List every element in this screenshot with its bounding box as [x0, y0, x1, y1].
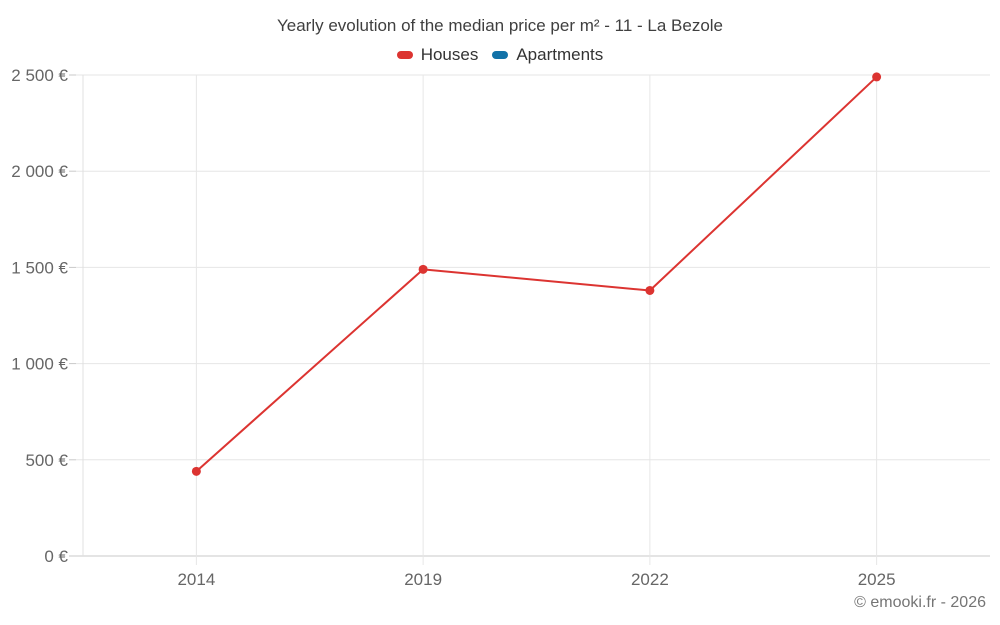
y-axis-label: 2 000 € — [11, 162, 68, 181]
legend-item-apartments[interactable]: Apartments — [492, 45, 603, 65]
houses-point-2022[interactable] — [645, 285, 655, 295]
y-axis-label: 1 500 € — [11, 258, 68, 277]
legend-label-apartments: Apartments — [516, 45, 604, 64]
legend: Houses Apartments — [0, 45, 1000, 65]
x-axis-label: 2022 — [631, 570, 669, 589]
copyright-text: © emooki.fr - 2026 — [854, 594, 986, 611]
chart-title: Yearly evolution of the median price per… — [276, 16, 724, 35]
houses-point-2025[interactable] — [872, 72, 882, 82]
y-axis-label: 0 € — [44, 547, 68, 566]
x-axis-label: 2014 — [177, 570, 215, 589]
houses-series-line[interactable] — [195, 76, 878, 473]
houses-point-2019[interactable] — [418, 264, 428, 274]
x-axis-label: 2025 — [858, 570, 896, 589]
legend-item-houses[interactable]: Houses — [396, 45, 479, 65]
y-axis-label: 1 000 € — [11, 355, 68, 374]
y-axis-label: 500 € — [25, 451, 68, 470]
houses-point-2014[interactable] — [191, 466, 201, 476]
legend-label-houses: Houses — [420, 45, 479, 64]
x-axis-label: 2019 — [404, 570, 442, 589]
houses-swatch-icon — [396, 51, 413, 59]
y-axis-label: 2 500 € — [11, 66, 68, 85]
apartments-swatch-icon — [492, 51, 509, 59]
